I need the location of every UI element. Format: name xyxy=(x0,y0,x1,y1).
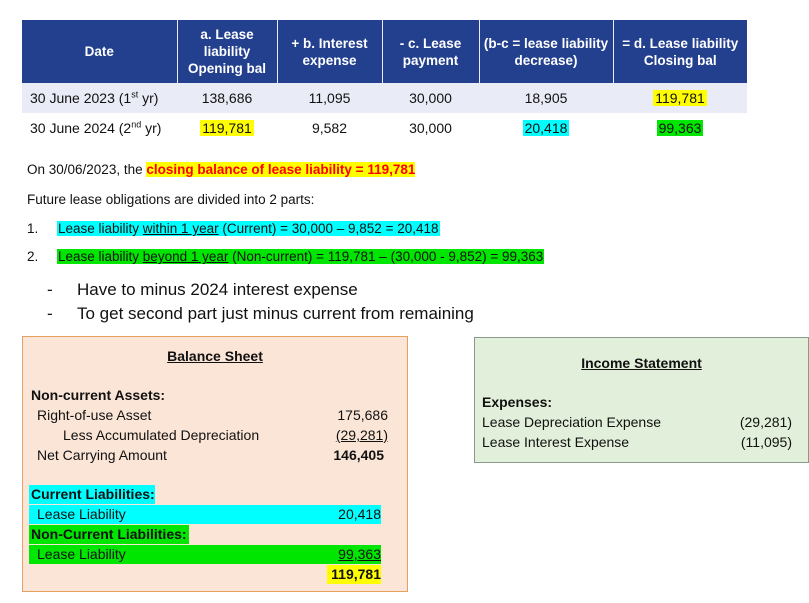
balance-sheet-title: Balance Sheet xyxy=(167,348,263,364)
row-date: 30 June 2024 (2nd yr) xyxy=(22,113,177,143)
cell-payment: 30,000 xyxy=(382,113,479,143)
closing-balance-note: On 30/06/2023, the closing balance of le… xyxy=(27,162,416,177)
rou-asset-label: Right-of-use Asset xyxy=(37,407,152,423)
current-lease-liability-value: 20,418 xyxy=(338,506,381,522)
interest-expense-value: (11,095) xyxy=(740,434,792,450)
current-liabilities-highlight xyxy=(29,485,155,504)
non-current-liability-highlight xyxy=(29,545,381,564)
non-current-liabilities-highlight xyxy=(29,525,189,544)
header-date: Date xyxy=(22,20,178,83)
table-row: 30 June 2024 (2nd yr) 119,781 9,582 30,0… xyxy=(22,113,747,143)
table-header-row: Date a. Lease liability Opening bal + b.… xyxy=(22,20,747,83)
rou-asset-value: 175,686 xyxy=(337,407,388,423)
net-carrying-value: 146,405 xyxy=(333,447,384,463)
cell-decrease: 18,905 xyxy=(479,83,613,113)
balance-sheet-box: Balance Sheet Non-current Assets: Right-… xyxy=(22,336,408,592)
cell-opening: 119,781 xyxy=(177,113,277,143)
future-obligations-note: Future lease obligations are divided int… xyxy=(27,192,315,207)
header-opening-bal: a. Lease liability Opening bal xyxy=(177,20,278,83)
cell-interest: 11,095 xyxy=(277,83,382,113)
cell-decrease: 20,418 xyxy=(479,113,613,143)
current-portion-item: 1. Lease liability within 1 year (Current… xyxy=(27,221,440,236)
income-statement-title: Income Statement xyxy=(581,355,702,371)
depreciation-expense-value: (29,281) xyxy=(739,414,792,430)
current-liabilities-heading: Current Liabilities: xyxy=(31,486,155,502)
non-current-portion-item: 2. Lease liability beyond 1 year (Non-cur… xyxy=(27,249,545,264)
cell-payment: 30,000 xyxy=(382,83,479,113)
non-current-lease-liability-label: Lease Liability xyxy=(37,546,126,562)
bullet-item: - Have to minus 2024 interest expense xyxy=(47,280,358,299)
income-statement-box: Income Statement Expenses: Lease Depreci… xyxy=(474,337,809,463)
non-current-lease-liability-value: 99,363 xyxy=(338,546,381,562)
interest-expense-label: Lease Interest Expense xyxy=(482,434,630,450)
non-current-assets-heading: Non-current Assets: xyxy=(31,387,166,403)
expenses-heading: Expenses: xyxy=(482,394,553,410)
row-date: 30 June 2023 (1st yr) xyxy=(22,83,177,113)
cell-closing: 119,781 xyxy=(613,83,747,113)
cell-opening: 138,686 xyxy=(177,83,277,113)
bullet-item: - To get second part just minus current f… xyxy=(47,304,474,323)
header-interest-expense: + b. Interest expense xyxy=(277,20,383,83)
table-row: 30 June 2023 (1st yr) 138,686 11,095 30,… xyxy=(22,83,747,113)
header-lease-payment: - c. Lease payment xyxy=(382,20,480,83)
lease-schedule-table: Date a. Lease liability Opening bal + b.… xyxy=(22,20,747,143)
total-highlight xyxy=(327,565,381,584)
depreciation-expense-label: Lease Depreciation Expense xyxy=(482,414,662,430)
net-carrying-label: Net Carrying Amount xyxy=(37,447,167,463)
total-lease-liability-value: 119,781 xyxy=(331,566,381,582)
header-closing-bal: = d. Lease liability Closing bal xyxy=(613,20,747,83)
non-current-liabilities-heading: Non-Current Liabilities: xyxy=(31,526,187,542)
cell-interest: 9,582 xyxy=(277,113,382,143)
header-liability-decrease: (b-c = lease liability decrease) xyxy=(479,20,614,83)
current-lease-liability-label: Lease Liability xyxy=(37,506,126,522)
acc-dep-value: (29,281) xyxy=(335,427,388,443)
acc-dep-label: Less Accumulated Depreciation xyxy=(63,427,260,443)
current-liability-highlight xyxy=(29,505,381,524)
closing-balance-highlight: closing balance of lease liability = 119… xyxy=(146,162,416,177)
cell-closing: 99,363 xyxy=(613,113,747,143)
